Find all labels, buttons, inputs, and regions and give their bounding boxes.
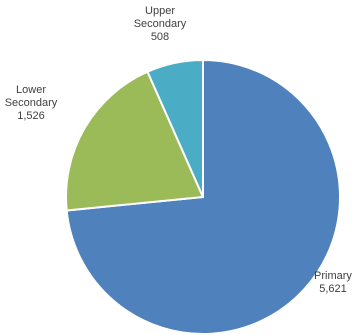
data-label-value: 5,621: [319, 283, 347, 295]
data-label-lower-secondary: Lower Secondary 1,526: [5, 84, 58, 122]
data-label-primary: Primary 5,621: [314, 270, 352, 295]
data-label-value: 508: [151, 31, 169, 43]
data-label-category: Secondary: [5, 97, 58, 109]
data-label-category: Lower: [16, 84, 46, 96]
data-label-upper-secondary: Upper Secondary 508: [134, 5, 187, 43]
data-label-value: 1,526: [17, 110, 45, 122]
pie-slices: [65, 59, 341, 335]
data-label-category: Secondary: [134, 18, 187, 30]
pie-slice-lower-secondary: [65, 70, 204, 212]
pie-slice-upper-secondary: [146, 59, 204, 198]
data-label-category: Upper: [145, 5, 175, 17]
data-label-category: Primary: [314, 270, 352, 282]
